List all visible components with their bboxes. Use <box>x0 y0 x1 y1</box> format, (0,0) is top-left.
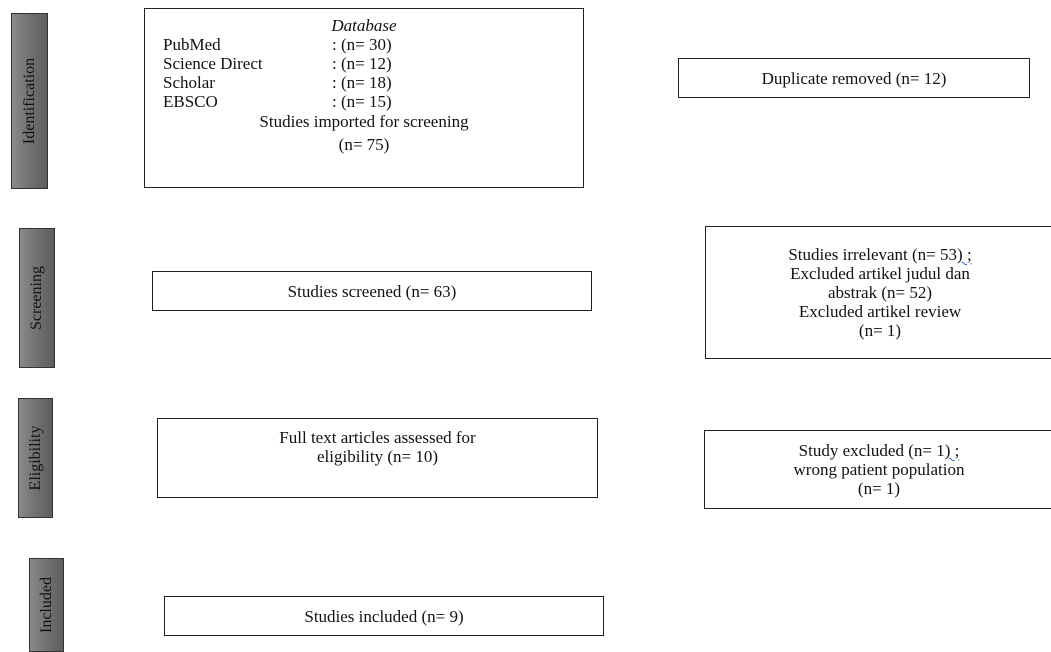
source-count: : (n= 12) <box>332 54 392 73</box>
stage-label-screening: Screening <box>28 266 45 330</box>
excluded-count-text: Study excluded (n= 1 <box>798 441 945 460</box>
excluded-box: Study excluded (n= 1) ; wrong patient po… <box>704 430 1051 509</box>
imported-label: Studies imported for screening <box>259 112 469 131</box>
irrelevant-count-text: Studies irrelevant (n= 53 <box>788 245 958 264</box>
source-name: EBSCO <box>163 92 218 111</box>
identification-box: Database PubMed : (n= 30) Science Direct… <box>144 8 584 188</box>
irrelevant-line-2: Excluded artikel judul dan <box>790 264 970 283</box>
irrelevant-box: Studies irrelevant (n= 53) ; Excluded ar… <box>705 226 1051 359</box>
excluded-line-1: Study excluded (n= 1) ; <box>799 441 960 460</box>
excluded-line-3: (n= 1) <box>857 479 901 498</box>
source-name: PubMed <box>163 35 221 54</box>
source-row-scholar: Scholar : (n= 18) <box>163 73 583 92</box>
source-row-pubmed: PubMed : (n= 30) <box>163 35 583 54</box>
spellcheck-mark: ) ; <box>944 441 960 460</box>
source-count: : (n= 18) <box>332 73 392 92</box>
source-row-ebsco: EBSCO : (n= 15) <box>163 92 583 111</box>
irrelevant-line-4: Excluded artikel review <box>798 302 962 321</box>
imported-count: (n= 75) <box>338 135 390 154</box>
stage-bar-included: Included <box>29 558 64 652</box>
stage-bar-eligibility: Eligibility <box>18 398 53 518</box>
duplicates-text: Duplicate removed (n= 12) <box>761 68 947 88</box>
screened-text: Studies screened (n= 63) <box>287 281 457 301</box>
source-count: : (n= 30) <box>332 35 392 54</box>
screened-box: Studies screened (n= 63) <box>152 271 592 311</box>
included-box: Studies included (n= 9) <box>164 596 604 636</box>
irrelevant-line-3: abstrak (n= 52) <box>827 283 932 302</box>
irrelevant-line-5: (n= 1) <box>858 321 902 340</box>
irrelevant-line-1: Studies irrelevant (n= 53) ; <box>788 245 971 264</box>
spellcheck-mark: ) ; <box>957 245 972 264</box>
stage-label-included: Included <box>37 577 55 633</box>
fulltext-box: Full text articles assessed for eligibil… <box>157 418 598 498</box>
stage-label-identification: Identification <box>20 57 38 145</box>
source-row-science-direct: Science Direct : (n= 12) <box>163 54 583 73</box>
fulltext-line-1: Full text articles assessed for <box>279 428 476 447</box>
stage-label-eligibility: Eligibility <box>26 425 44 491</box>
source-name: Scholar <box>163 73 215 92</box>
excluded-line-2: wrong patient population <box>793 460 965 479</box>
included-text: Studies included (n= 9) <box>304 606 464 626</box>
database-heading: Database <box>331 16 397 35</box>
stage-bar-identification: Identification <box>11 13 48 189</box>
duplicates-box: Duplicate removed (n= 12) <box>678 58 1030 98</box>
stage-bar-screening: Screening <box>19 228 55 368</box>
source-count: : (n= 15) <box>332 92 392 111</box>
fulltext-line-2: eligibility (n= 10) <box>316 447 439 466</box>
source-name: Science Direct <box>163 54 263 73</box>
